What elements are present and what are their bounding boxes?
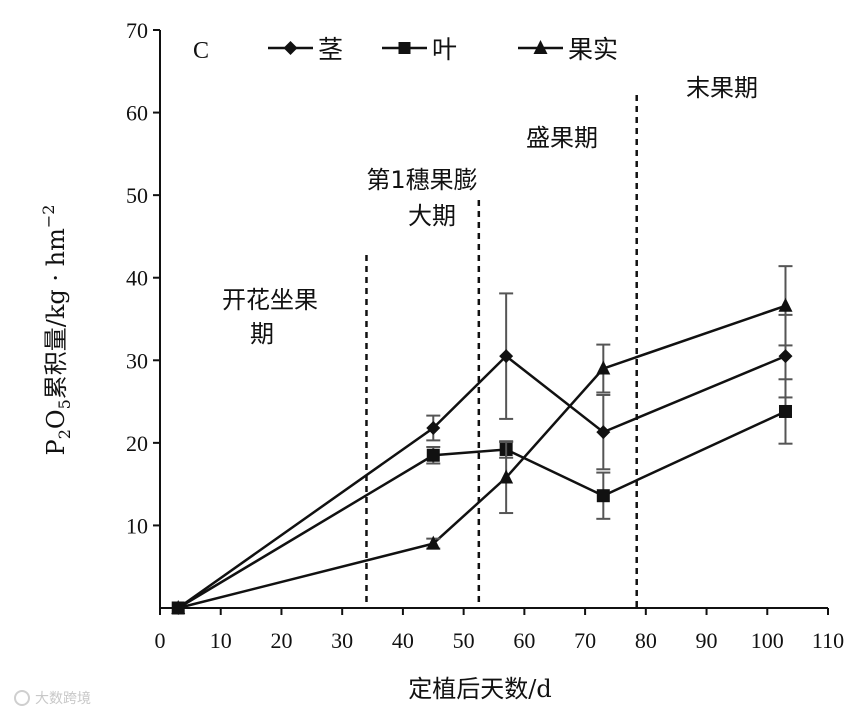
y-tick-label: 60: [126, 101, 148, 126]
x-tick-label: 80: [635, 628, 657, 653]
data-point-diamond: [499, 349, 514, 364]
data-point-triangle: [426, 535, 441, 550]
legend-triangle-marker: [533, 40, 548, 54]
y-axis-title: P2O5累积量/kg · hm−2: [39, 205, 74, 456]
data-point-square: [778, 404, 792, 418]
y-tick-label: 20: [126, 431, 148, 456]
data-point-triangle: [596, 360, 611, 375]
legend-label-leaf: 叶: [432, 35, 457, 64]
series-line: [177, 354, 786, 610]
x-tick-label: 70: [574, 628, 596, 653]
series-0: [171, 292, 793, 615]
data-point-triangle: [499, 469, 514, 484]
series-2: [171, 265, 793, 614]
data-point-diamond: [778, 349, 793, 364]
data-point-square: [596, 489, 610, 503]
x-tick-label: 10: [210, 628, 232, 653]
legend-diamond-marker: [283, 41, 298, 55]
x-tick-label: 60: [513, 628, 535, 653]
svg-text:P2O5累积量/kg · hm−2: P2O5累积量/kg · hm−2: [39, 205, 74, 456]
panel-label: C: [193, 38, 209, 64]
legend-label-fruit: 果实: [568, 35, 618, 64]
x-tick-label: 0: [155, 628, 166, 653]
y-tick-label: 10: [126, 513, 148, 538]
x-tick-label: 90: [696, 628, 718, 653]
plot-area: 10 20 30 40 50 60 70 0 10 20 30 40 50 60 70 80 90 100 110: [126, 18, 844, 653]
x-tick-label: 110: [812, 628, 844, 653]
x-tick-label: 100: [751, 628, 784, 653]
legend-square-marker: [398, 42, 411, 54]
svg-text:大数跨境: 大数跨境: [35, 691, 91, 707]
y-tick-label: 50: [126, 183, 148, 208]
x-tick-label: 50: [453, 628, 475, 653]
data-point-triangle: [171, 600, 186, 614]
legend: 茎 叶 果实: [268, 35, 618, 64]
data-point-triangle: [778, 297, 793, 312]
y-tick-label: 70: [126, 18, 148, 43]
data-point-square: [426, 448, 440, 462]
phase-label-first-truss: 第1穗果膨: [366, 166, 477, 194]
data-point-diamond: [426, 420, 441, 435]
legend-item-leaf: 叶: [382, 35, 457, 64]
x-axis-title: 定植后天数/d: [408, 675, 551, 703]
data-point-diamond: [596, 425, 611, 440]
legend-item-fruit: 果实: [518, 35, 618, 64]
x-tick-label: 40: [392, 628, 414, 653]
y-tick-label: 40: [126, 266, 148, 291]
phase-label-flowering-line2: 期: [250, 320, 274, 348]
x-tick-label: 20: [270, 628, 292, 653]
phase-label-first-truss-line2: 大期: [408, 202, 456, 230]
phase-label-flowering: 开花坐果: [222, 286, 318, 314]
y-tick-label: 30: [126, 348, 148, 373]
x-tick-label: 30: [331, 628, 353, 653]
phase-label-late-fruit: 末果期: [686, 74, 758, 102]
phase-label-full-fruit: 盛果期: [526, 124, 598, 152]
series-line: [177, 410, 787, 610]
legend-item-stem: 茎: [268, 35, 343, 64]
watermark: 大数跨境: [14, 690, 91, 707]
series-1: [171, 378, 793, 615]
legend-label-stem: 茎: [318, 35, 343, 64]
series-line: [177, 304, 786, 610]
phase-labels: 开花坐果 期 第1穗果膨 大期 盛果期 末果期: [222, 74, 758, 348]
